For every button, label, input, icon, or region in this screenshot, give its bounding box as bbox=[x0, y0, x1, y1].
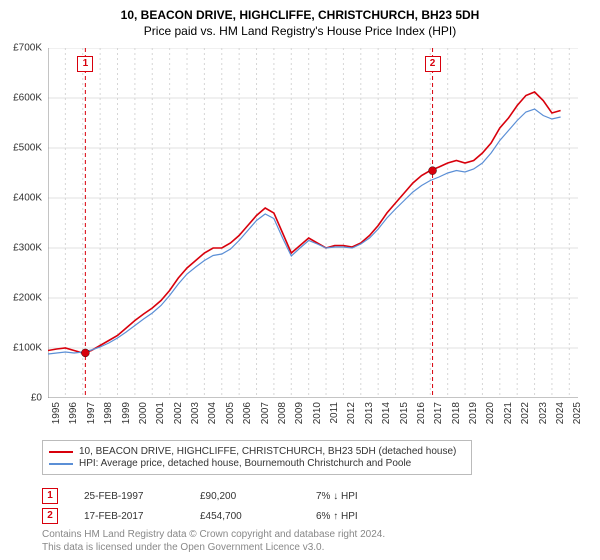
x-tick-label: 2008 bbox=[277, 402, 288, 424]
y-tick-label: £300K bbox=[13, 243, 42, 254]
x-tick-label: 2022 bbox=[520, 402, 531, 424]
x-tick-label: 2019 bbox=[468, 402, 479, 424]
note-flag: 2 bbox=[42, 508, 58, 524]
legend-swatch-red bbox=[49, 451, 73, 453]
y-tick-label: £400K bbox=[13, 193, 42, 204]
note-pct: 7% ↓ HPI bbox=[316, 491, 406, 502]
footer-line-1: Contains HM Land Registry data © Crown c… bbox=[42, 528, 582, 541]
title-line-2: Price paid vs. HM Land Registry's House … bbox=[10, 24, 590, 38]
title-block: 10, BEACON DRIVE, HIGHCLIFFE, CHRISTCHUR… bbox=[0, 0, 600, 42]
x-tick-label: 1995 bbox=[51, 402, 62, 424]
x-tick-label: 2020 bbox=[485, 402, 496, 424]
x-tick-label: 2015 bbox=[399, 402, 410, 424]
legend-row-blue: HPI: Average price, detached house, Bour… bbox=[49, 458, 465, 469]
legend-swatch-blue bbox=[49, 463, 73, 465]
x-tick-label: 1998 bbox=[103, 402, 114, 424]
chart-svg bbox=[48, 48, 578, 398]
x-tick-label: 2011 bbox=[329, 402, 340, 424]
x-tick-label: 2005 bbox=[225, 402, 236, 424]
event-flag-1: 1 bbox=[77, 56, 93, 72]
x-tick-label: 2000 bbox=[138, 402, 149, 424]
event-notes: 1 25-FEB-1997 £90,200 7% ↓ HPI 2 17-FEB-2017 £… bbox=[42, 484, 552, 528]
note-date: 25-FEB-1997 bbox=[84, 491, 174, 502]
note-price: £454,700 bbox=[200, 511, 290, 522]
x-tick-label: 2014 bbox=[381, 402, 392, 424]
x-tick-label: 2002 bbox=[173, 402, 184, 424]
x-tick-label: 2025 bbox=[572, 402, 583, 424]
x-tick-label: 1997 bbox=[86, 402, 97, 424]
x-axis-labels: 1995 1996 1997 1998 1999 2000 2001 2002 2003 2004… bbox=[48, 400, 578, 440]
x-tick-label: 2012 bbox=[346, 402, 357, 424]
note-row: 2 17-FEB-2017 £454,700 6% ↑ HPI bbox=[42, 508, 552, 524]
x-tick-label: 2009 bbox=[294, 402, 305, 424]
event-flag-2: 2 bbox=[425, 56, 441, 72]
y-tick-label: £100K bbox=[13, 343, 42, 354]
legend-label-blue: HPI: Average price, detached house, Bour… bbox=[79, 458, 411, 469]
x-tick-label: 2024 bbox=[555, 402, 566, 424]
legend: 10, BEACON DRIVE, HIGHCLIFFE, CHRISTCHUR… bbox=[42, 440, 472, 475]
x-tick-label: 2006 bbox=[242, 402, 253, 424]
y-tick-label: £600K bbox=[13, 93, 42, 104]
legend-row-red: 10, BEACON DRIVE, HIGHCLIFFE, CHRISTCHUR… bbox=[49, 446, 465, 457]
chart-area: 12 bbox=[48, 48, 578, 398]
x-tick-label: 2004 bbox=[207, 402, 218, 424]
note-row: 1 25-FEB-1997 £90,200 7% ↓ HPI bbox=[42, 488, 552, 504]
note-price: £90,200 bbox=[200, 491, 290, 502]
y-tick-label: £700K bbox=[13, 43, 42, 54]
x-tick-label: 2003 bbox=[190, 402, 201, 424]
x-tick-label: 2021 bbox=[503, 402, 514, 424]
x-tick-label: 2016 bbox=[416, 402, 427, 424]
y-axis-labels: £0£100K£200K£300K£400K£500K£600K£700K bbox=[0, 48, 46, 398]
note-pct: 6% ↑ HPI bbox=[316, 511, 406, 522]
footer-line-2: This data is licensed under the Open Gov… bbox=[42, 541, 582, 554]
x-tick-label: 2017 bbox=[433, 402, 444, 424]
title-line-1: 10, BEACON DRIVE, HIGHCLIFFE, CHRISTCHUR… bbox=[10, 8, 590, 22]
x-tick-label: 2013 bbox=[364, 402, 375, 424]
x-tick-label: 2023 bbox=[538, 402, 549, 424]
x-tick-label: 1999 bbox=[121, 402, 132, 424]
y-tick-label: £200K bbox=[13, 293, 42, 304]
x-tick-label: 2018 bbox=[451, 402, 462, 424]
footer: Contains HM Land Registry data © Crown c… bbox=[42, 528, 582, 554]
x-tick-label: 2010 bbox=[312, 402, 323, 424]
x-tick-label: 2001 bbox=[155, 402, 166, 424]
y-tick-label: £500K bbox=[13, 143, 42, 154]
x-tick-label: 1996 bbox=[68, 402, 79, 424]
note-flag: 1 bbox=[42, 488, 58, 504]
y-tick-label: £0 bbox=[31, 393, 42, 404]
legend-label-red: 10, BEACON DRIVE, HIGHCLIFFE, CHRISTCHUR… bbox=[79, 446, 456, 457]
note-date: 17-FEB-2017 bbox=[84, 511, 174, 522]
x-tick-label: 2007 bbox=[260, 402, 271, 424]
